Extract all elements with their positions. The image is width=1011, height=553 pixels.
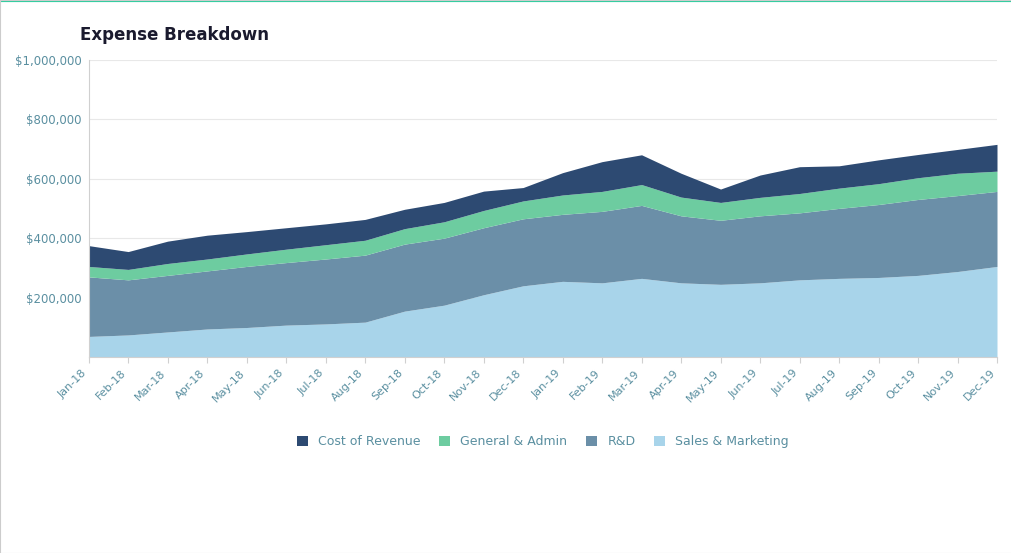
Text: Expense Breakdown: Expense Breakdown [80,26,268,44]
Legend: Cost of Revenue, General & Admin, R&D, Sales & Marketing: Cost of Revenue, General & Admin, R&D, S… [290,429,795,455]
